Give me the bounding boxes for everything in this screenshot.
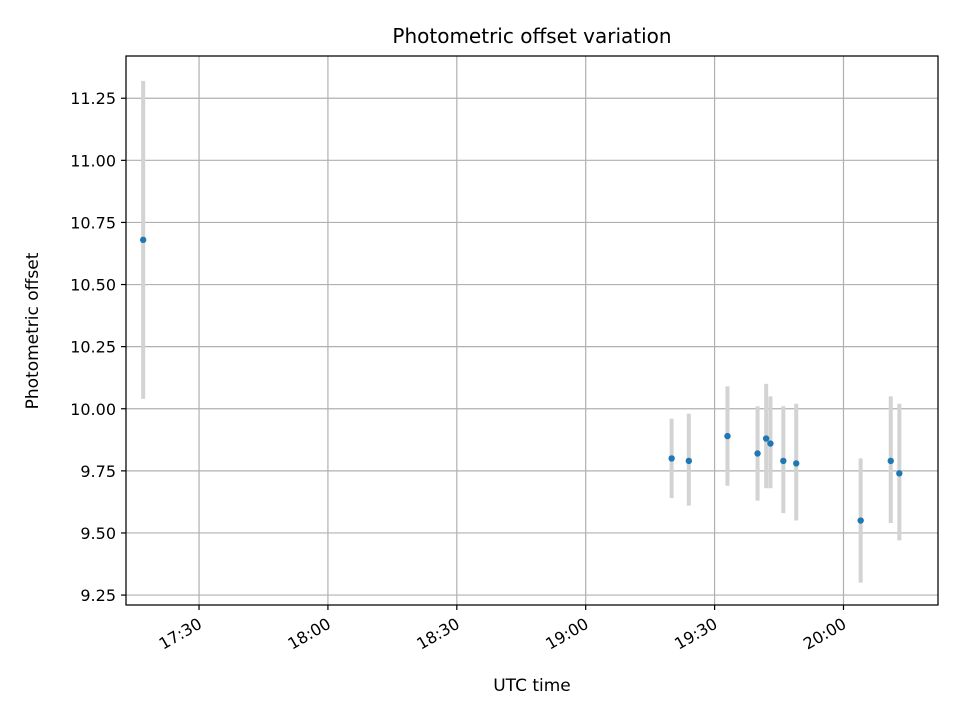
data-point [857, 517, 864, 524]
data-point [668, 455, 675, 462]
y-tick-label: 10.50 [70, 276, 116, 295]
y-axis-title: Photometric offset [23, 252, 43, 409]
data-point [793, 460, 800, 467]
data-points [139, 236, 903, 524]
data-point [780, 457, 787, 465]
y-tick-label: 10.00 [70, 400, 116, 419]
data-point [724, 432, 731, 440]
grid [126, 56, 938, 605]
data-point [139, 236, 147, 244]
y-tick-label: 11.00 [70, 151, 116, 170]
data-point [896, 470, 903, 477]
plot-area-frame [125, 55, 939, 606]
y-tick-label: 10.25 [70, 338, 116, 357]
data-point [685, 457, 693, 465]
data-point [762, 435, 770, 442]
chart-title: Photometric offset variation [392, 24, 671, 48]
y-tick-label: 9.50 [80, 524, 116, 543]
x-axis-title: UTC time [493, 676, 571, 696]
y-tick-label: 9.25 [80, 586, 116, 605]
data-point [754, 450, 761, 457]
data-point [887, 457, 894, 465]
data-point [767, 440, 774, 447]
y-tick-label: 11.25 [70, 89, 116, 108]
y-tick-label: 9.75 [80, 462, 116, 481]
y-tick-label: 10.75 [70, 213, 116, 232]
